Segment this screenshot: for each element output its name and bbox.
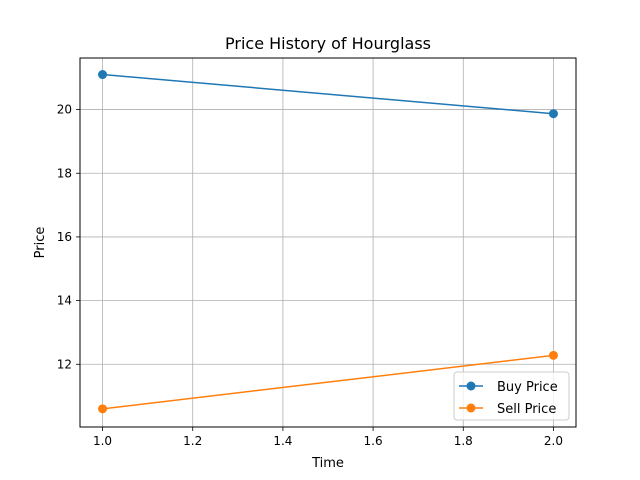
y-tick-label: 12	[57, 357, 72, 371]
x-tick-label: 1.4	[273, 434, 292, 448]
y-axis-label: Price	[33, 227, 48, 259]
legend: Buy Price Sell Price	[453, 371, 570, 421]
grid-lines	[80, 58, 576, 427]
buy-price-point	[98, 70, 108, 80]
legend-sell-price-label: Sell Price	[497, 402, 556, 417]
series-layer	[98, 70, 558, 414]
x-axis-label: Time	[311, 456, 344, 471]
y-tick-label: 16	[57, 230, 72, 244]
legend-buy-price-marker	[466, 381, 476, 391]
x-tick-label: 1.6	[364, 434, 383, 448]
sell-price-point	[548, 350, 558, 360]
y-axis-ticks: 12 14 16 18 20	[57, 103, 80, 371]
legend-buy-price-label: Buy Price	[497, 380, 558, 395]
sell-price-point	[98, 404, 108, 414]
y-tick-label: 14	[57, 294, 72, 308]
buy-price-point	[548, 109, 558, 119]
x-tick-label: 1.8	[454, 434, 473, 448]
plot-frame	[79, 57, 577, 428]
buy-price-line	[102, 73, 554, 115]
x-axis-ticks: 1.0 1.2 1.4 1.6 1.8 2.0	[93, 427, 563, 448]
x-tick-label: 1.0	[93, 434, 112, 448]
x-tick-label: 2.0	[544, 434, 563, 448]
x-tick-label: 1.2	[183, 434, 202, 448]
sell-price-line	[102, 354, 554, 410]
chart-title: Price History of Hourglass	[225, 34, 431, 53]
legend-sell-price-marker	[466, 403, 476, 413]
y-tick-label: 20	[57, 103, 72, 117]
y-tick-label: 18	[57, 166, 72, 180]
